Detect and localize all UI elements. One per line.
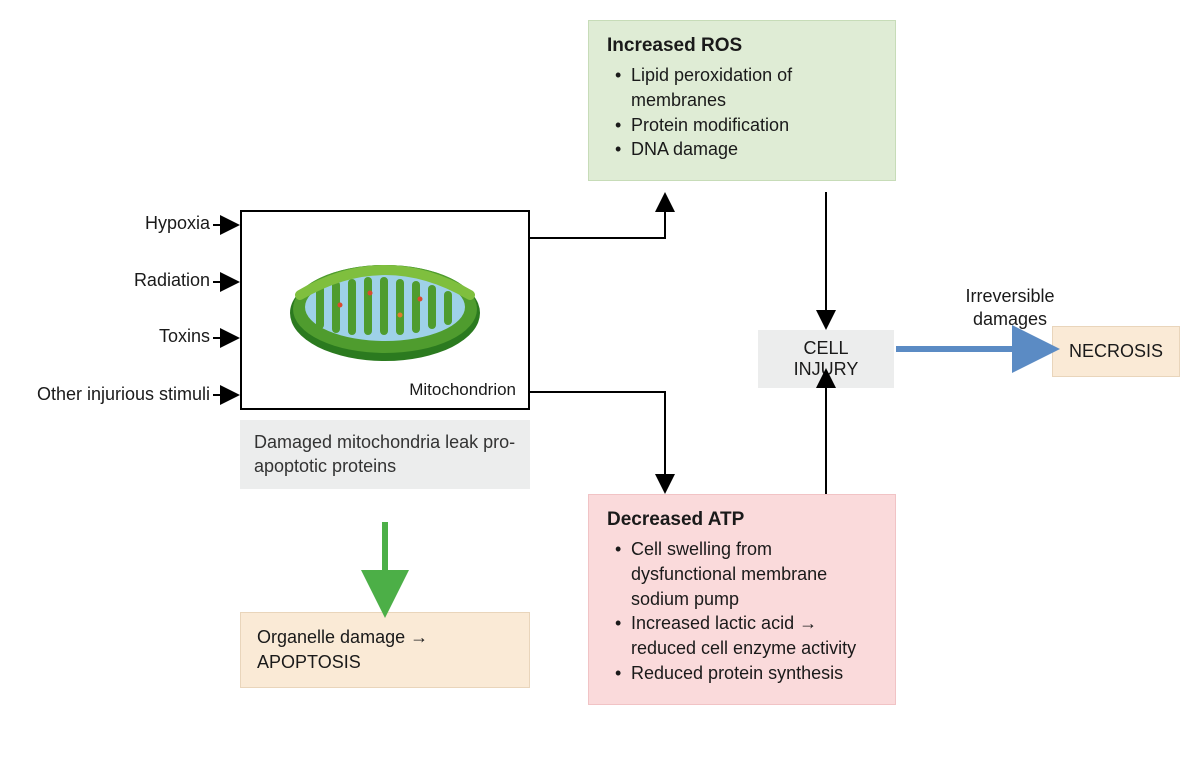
- ros-bullet: Protein modification: [615, 113, 877, 138]
- ros-bullets: Lipid peroxidation of membranes Protein …: [607, 63, 877, 162]
- atp-bullet: Increased lactic acid → reduced cell enz…: [615, 611, 877, 661]
- mitochondrion-icon: [280, 245, 490, 375]
- ros-box: Increased ROS Lipid peroxidation of memb…: [588, 20, 896, 181]
- atp-bullet: Cell swelling from dysfunctional membran…: [615, 537, 877, 611]
- stimulus-other: Other injurious stimuli: [37, 384, 210, 405]
- atp-title: Decreased ATP: [607, 509, 877, 531]
- mitochondrion-box: Mitochondrion: [240, 210, 530, 410]
- mito-caption-box: Damaged mitochondria leak pro-apoptotic …: [240, 420, 530, 489]
- ros-bullet: DNA damage: [615, 137, 877, 162]
- irreversible-label: Irreversible damages: [930, 285, 1090, 330]
- mitochondrion-label: Mitochondrion: [409, 380, 516, 400]
- atp-box: Decreased ATP Cell swelling from dysfunc…: [588, 494, 896, 705]
- apoptosis-box: Organelle damage → APOPTOSIS: [240, 612, 530, 688]
- atp-bullets: Cell swelling from dysfunctional membran…: [607, 537, 877, 686]
- stimulus-radiation: Radiation: [134, 270, 210, 291]
- necrosis-box: NECROSIS: [1052, 326, 1180, 377]
- diagram-root: Hypoxia Radiation Toxins Other injurious…: [0, 0, 1200, 760]
- stimulus-toxins: Toxins: [159, 326, 210, 347]
- cell-injury-box: CELL INJURY: [758, 330, 894, 388]
- atp-bullet: Reduced protein synthesis: [615, 661, 877, 686]
- ros-title: Increased ROS: [607, 35, 877, 57]
- stimulus-hypoxia: Hypoxia: [145, 213, 210, 234]
- ros-bullet: Lipid peroxidation of membranes: [615, 63, 877, 113]
